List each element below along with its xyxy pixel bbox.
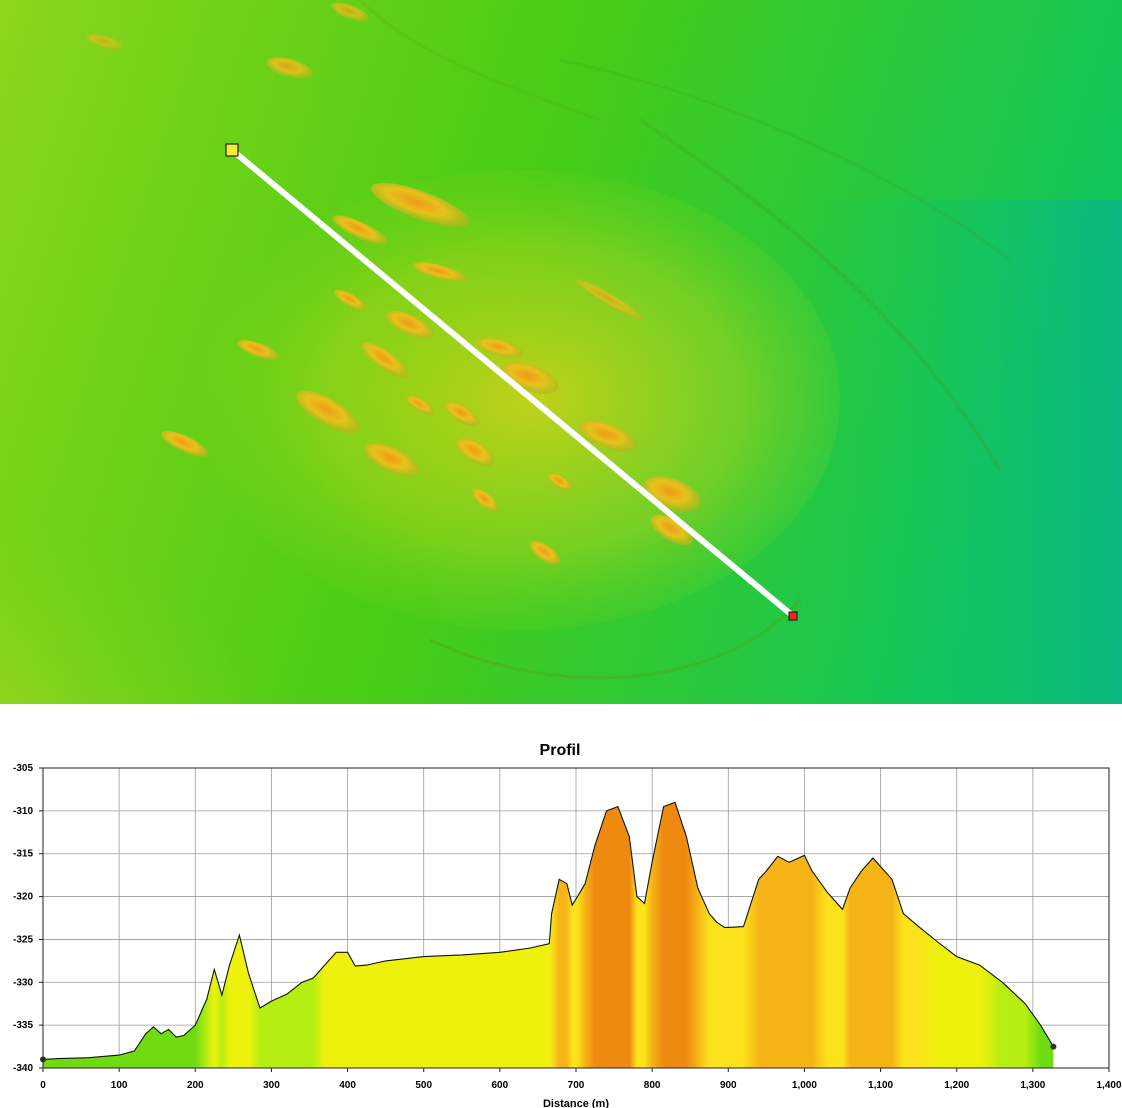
y-axis-ticks: -305 -310 -315 -320 -325 -330 -335 -340 bbox=[13, 763, 43, 1074]
terrain-ridges bbox=[85, 2, 701, 566]
profile-line-series bbox=[42, 801, 1054, 1060]
profile-end-point bbox=[1050, 1043, 1057, 1050]
x-tick-label: 0 bbox=[40, 1080, 46, 1091]
chart-title: Profil bbox=[540, 742, 581, 759]
y-tick-label: -320 bbox=[13, 892, 33, 903]
profile-start-marker[interactable] bbox=[225, 143, 239, 157]
x-tick-label: 1,100 bbox=[868, 1080, 893, 1091]
y-tick-label: -330 bbox=[13, 977, 33, 988]
x-tick-label: 200 bbox=[187, 1080, 204, 1091]
profile-end-marker[interactable] bbox=[788, 611, 798, 621]
profile-line bbox=[229, 147, 796, 619]
x-tick-label: 400 bbox=[339, 1080, 356, 1091]
y-tick-label: -310 bbox=[13, 806, 33, 817]
terrain-map bbox=[0, 0, 1122, 704]
profile-chart: Profil -305-310-315-320-325-330-335-340 … bbox=[13, 742, 1122, 1108]
x-tick-label: 1,400 bbox=[1096, 1080, 1121, 1091]
x-tick-label: 700 bbox=[568, 1080, 585, 1091]
x-tick-label: 900 bbox=[720, 1080, 737, 1091]
x-tick-label: 1,000 bbox=[792, 1080, 817, 1091]
x-tick-label: 800 bbox=[644, 1080, 661, 1091]
y-tick-label: -335 bbox=[13, 1020, 33, 1031]
y-tick-label: -340 bbox=[13, 1063, 33, 1074]
x-tick-label: 100 bbox=[111, 1080, 128, 1091]
x-tick-label: 500 bbox=[415, 1080, 432, 1091]
y-tick-label: -315 bbox=[13, 849, 33, 860]
profile-fill bbox=[43, 802, 1054, 1068]
y-tick-label: -325 bbox=[13, 934, 33, 945]
x-tick-label: 1,200 bbox=[944, 1080, 969, 1091]
x-tick-label: 600 bbox=[492, 1080, 509, 1091]
y-tick-label: -305 bbox=[13, 763, 33, 774]
x-axis-ticks: 0 100 200 300 400 500 600 700 800 900 1,000 1,100 1,… bbox=[40, 1068, 1122, 1091]
x-axis-label: Distance (m) bbox=[543, 1098, 609, 1108]
profile-area bbox=[40, 801, 1057, 1068]
x-tick-label: 300 bbox=[263, 1080, 280, 1091]
x-tick-label: 1,300 bbox=[1020, 1080, 1045, 1091]
